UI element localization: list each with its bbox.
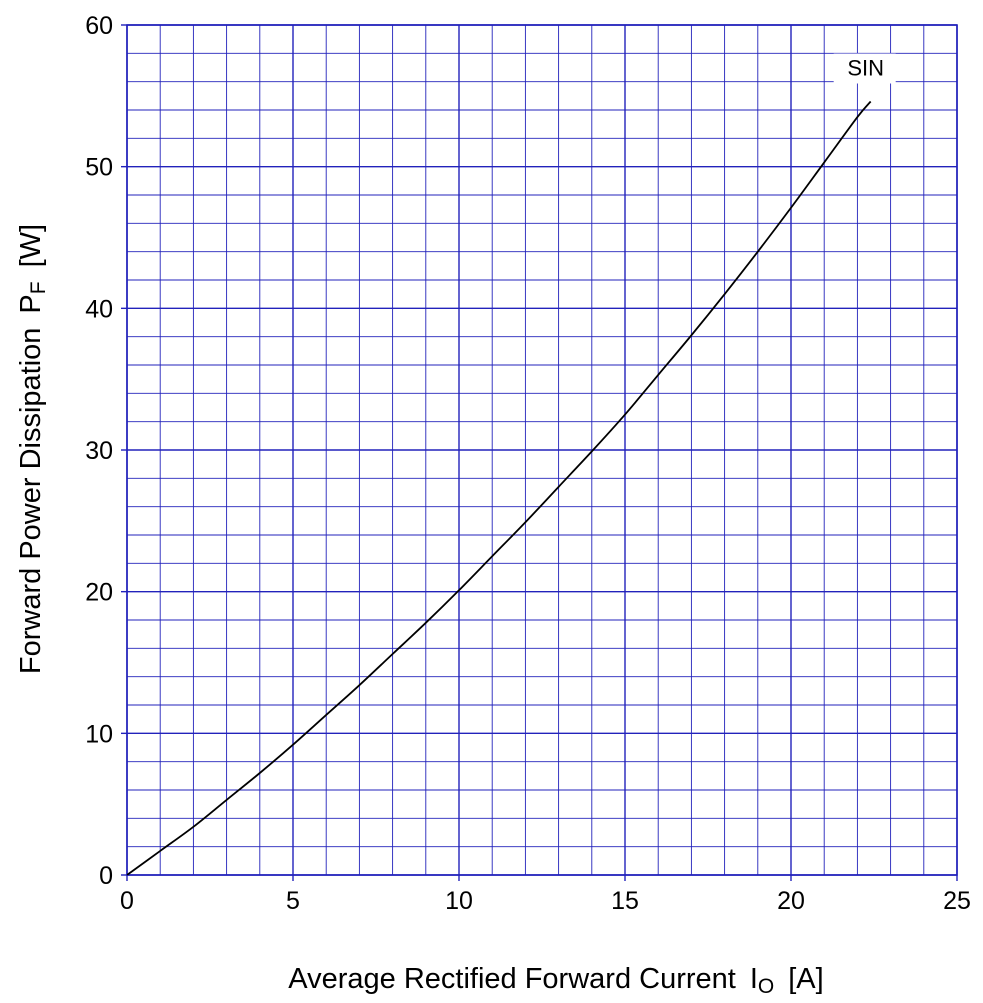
y-axis-symbol: P (15, 294, 47, 313)
x-axis-title: Average Rectified Forward Current IO [A] (288, 963, 823, 998)
grid (126, 24, 958, 876)
x-tick-label: 15 (611, 887, 639, 915)
series-line-sin (126, 100, 872, 876)
y-tick-label: 40 (85, 295, 113, 323)
x-axis-unit: [A] (788, 963, 823, 995)
axis-titles: Average Rectified Forward Current IO [A] F… (15, 224, 824, 998)
tick-labels: 0 5 10 15 20 25 0 10 20 30 40 50 60 (85, 12, 971, 915)
y-axis-label-text: Forward Power Dissipation (15, 328, 47, 675)
x-tick-label: 20 (777, 887, 805, 915)
y-axis-unit: [W] (15, 224, 47, 268)
x-tick-label: 5 (286, 887, 300, 915)
x-axis-label-text: Average Rectified Forward Current (288, 963, 736, 995)
y-axis-subscript: F (27, 281, 50, 294)
y-tick-label: 30 (85, 437, 113, 465)
x-tick-label: 25 (943, 887, 971, 915)
series-label-background (833, 53, 896, 84)
y-tick-label: 0 (99, 862, 113, 890)
y-tick-label: 10 (85, 720, 113, 748)
y-tick-label: 60 (85, 12, 113, 40)
series-label-sin: SIN (847, 56, 884, 81)
y-tick-label: 50 (85, 154, 113, 182)
y-tick-label: 20 (85, 579, 113, 607)
series-layer: SIN (126, 53, 896, 876)
x-tick-label: 10 (445, 887, 473, 915)
x-tick-label: 0 (120, 887, 134, 915)
y-axis-title: Forward Power Dissipation PF [W] (15, 224, 50, 674)
x-axis-symbol: I (750, 963, 758, 995)
x-axis-subscript: O (758, 975, 774, 998)
